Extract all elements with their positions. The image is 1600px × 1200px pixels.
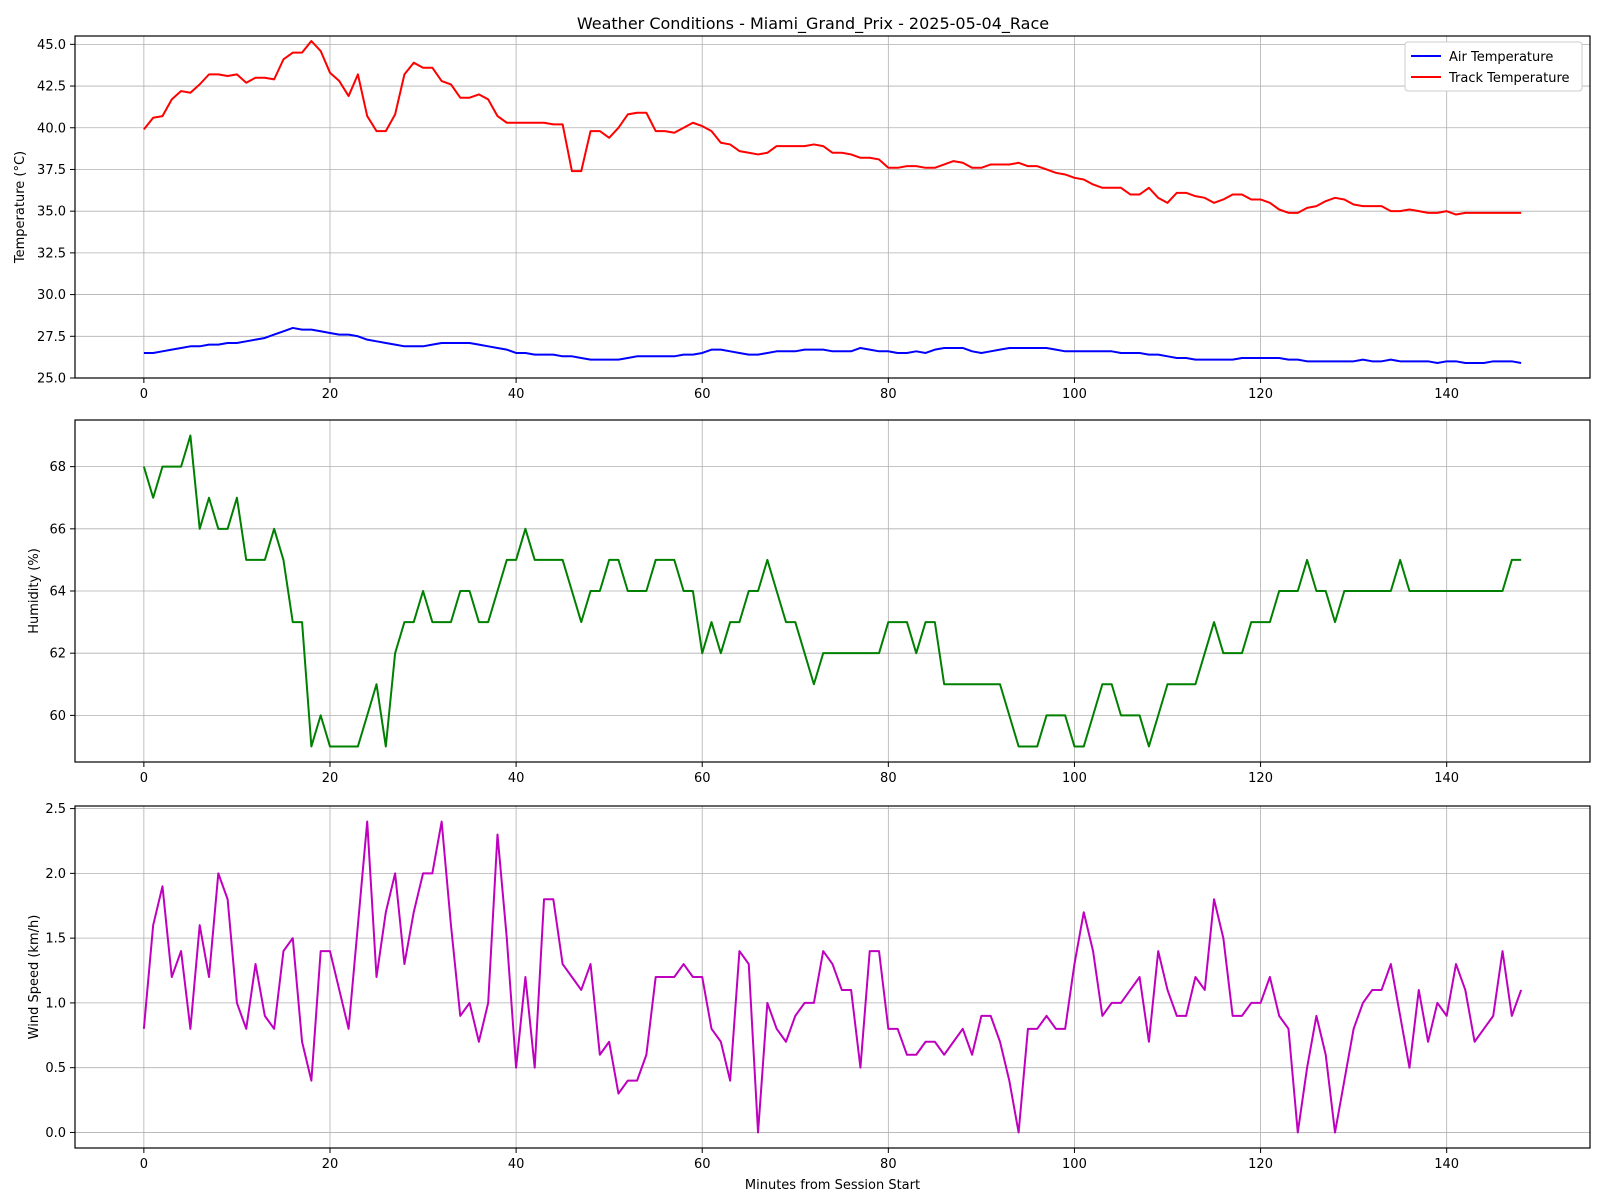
legend-box — [1404, 41, 1583, 92]
temperature-y-tick-label: 42.5 — [37, 80, 66, 95]
wind-speed-panel: 0 20 40 60 80 100 120 140 0.0 0.5 1.0 1.5 2.0 2.5 Wind… — [27, 802, 1591, 1193]
humidity-y-tick-label: 60 — [49, 709, 66, 724]
wind-speed-plot-area — [75, 806, 1590, 1148]
temperature-panel: 0 20 40 60 80 100 120 140 25.0 27.5 30.0 32.5 35.0 37… — [13, 35, 1591, 402]
temperature-plot-area — [75, 36, 1590, 378]
figure-title: Weather Conditions - Miami_Grand_Prix - … — [577, 14, 1049, 34]
temperature-y-tick-label: 32.5 — [37, 246, 66, 261]
legend-label-track-temperature: Track Temperature — [1448, 71, 1570, 86]
humidity-x-tick-label: 80 — [880, 771, 897, 786]
legend-label-air-temperature: Air Temperature — [1449, 50, 1553, 65]
temperature-x-tick-label: 100 — [1062, 387, 1087, 402]
humidity-y-axis-title: Humidity (%) — [27, 548, 42, 634]
humidity-y-tick-label: 68 — [49, 460, 66, 475]
humidity-x-tick-label: 60 — [694, 771, 711, 786]
wind-speed-x-axis-title: Minutes from Session Start — [745, 1178, 920, 1193]
wind-speed-y-tick-label: 2.0 — [45, 867, 66, 882]
humidity-x-tick-label: 100 — [1062, 771, 1087, 786]
wind-speed-y-tick-label: 2.5 — [45, 802, 66, 817]
wind-speed-y-tick-label: 0.5 — [45, 1061, 66, 1076]
wind-speed-line — [142, 820, 1523, 1134]
humidity-y-tick-label: 66 — [49, 522, 66, 537]
wind-speed-x-tick-label: 140 — [1434, 1157, 1459, 1172]
humidity-x-tick-label: 140 — [1434, 771, 1459, 786]
wind-speed-x-tick-label: 40 — [508, 1157, 525, 1172]
humidity-panel: 0 20 40 60 80 100 120 140 60 62 64 66 68 Humidity (%) — [27, 419, 1591, 786]
wind-speed-y-tick-label: 0.0 — [45, 1126, 66, 1141]
temperature-x-tick-label: 40 — [508, 387, 525, 402]
temperature-y-axis-title: Temperature (°C) — [13, 151, 28, 264]
temperature-y-tick-label: 35.0 — [37, 205, 66, 220]
wind-speed-y-axis-title: Wind Speed (km/h) — [27, 915, 42, 1040]
temperature-y-tick-label: 27.5 — [37, 330, 66, 345]
humidity-y-tick-label: 64 — [49, 585, 66, 600]
temperature-x-tick-label: 140 — [1434, 387, 1459, 402]
humidity-x-tick-label: 0 — [140, 771, 148, 786]
wind-speed-x-tick-label: 80 — [880, 1157, 897, 1172]
temperature-x-tick-label: 20 — [322, 387, 339, 402]
temperature-x-tick-label: 80 — [880, 387, 897, 402]
wind-speed-x-tick-label: 60 — [694, 1157, 711, 1172]
wind-speed-x-tick-label: 100 — [1062, 1157, 1087, 1172]
temperature-y-tick-label: 40.0 — [37, 121, 66, 136]
humidity-x-tick-label: 120 — [1248, 771, 1273, 786]
temperature-axes-frame — [74, 35, 1591, 379]
temperature-y-tick-label: 25.0 — [37, 372, 66, 387]
wind-speed-axes-frame — [74, 805, 1591, 1149]
temperature-y-tick-label: 30.0 — [37, 288, 66, 303]
humidity-x-tick-label: 20 — [322, 771, 339, 786]
wind-speed-y-tick-label: 1.0 — [45, 996, 66, 1011]
temperature-x-tick-label: 120 — [1248, 387, 1273, 402]
temperature-x-tick-label: 0 — [140, 387, 148, 402]
wind-speed-x-tick-label: 20 — [322, 1157, 339, 1172]
air-temperature-line — [143, 326, 1522, 364]
track-temperature-line — [143, 40, 1522, 216]
wind-speed-y-tick-label: 1.5 — [45, 932, 66, 947]
wind-speed-x-tick-label: 0 — [140, 1157, 148, 1172]
temperature-legend: Air Temperature Track Temperature — [1404, 41, 1583, 92]
humidity-x-tick-label: 40 — [508, 771, 525, 786]
wind-speed-x-tick-label: 120 — [1248, 1157, 1273, 1172]
temperature-y-tick-label: 37.5 — [37, 163, 66, 178]
temperature-y-tick-label: 45.0 — [37, 38, 66, 53]
humidity-line — [142, 434, 1522, 748]
temperature-x-tick-label: 60 — [694, 387, 711, 402]
humidity-y-tick-label: 62 — [49, 647, 66, 662]
